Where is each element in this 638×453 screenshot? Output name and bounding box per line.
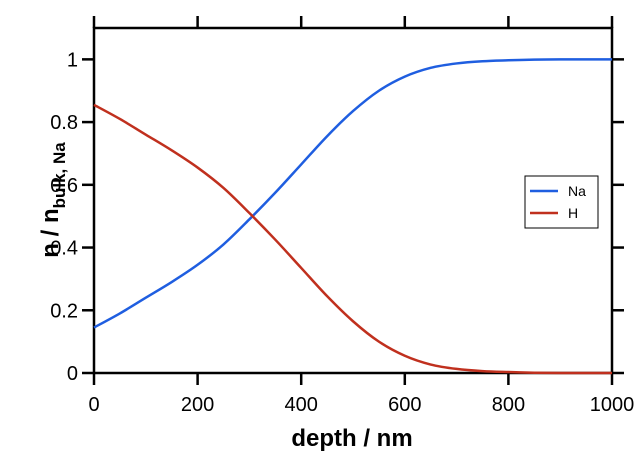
x-tick-label: 0 bbox=[88, 394, 99, 416]
y-tick-label: 1 bbox=[67, 49, 78, 71]
x-tick-label: 200 bbox=[181, 394, 214, 416]
legend-label-h: H bbox=[568, 205, 578, 221]
series-line-h bbox=[93, 103, 612, 375]
axis-ticks bbox=[82, 16, 624, 385]
y-tick-label: 0.6 bbox=[50, 175, 78, 197]
y-tick-label: 0.4 bbox=[50, 238, 78, 260]
tick-labels: 0 200 400 600 800 1000 0 0.2 0.4 0.6 0.8 1 bbox=[50, 49, 634, 416]
series-line-na bbox=[93, 58, 612, 329]
x-tick-label: 400 bbox=[285, 394, 318, 416]
x-tick-label: 600 bbox=[388, 394, 421, 416]
legend-label-na: Na bbox=[568, 183, 586, 199]
x-tick-label: 1000 bbox=[590, 394, 635, 416]
y-tick-label: 0.2 bbox=[50, 300, 78, 322]
y-tick-label: 0.8 bbox=[50, 112, 78, 134]
plot-border bbox=[92, 26, 614, 375]
y-axis-title-subscript: bulk, Na bbox=[50, 142, 69, 209]
y-axis-title: n / nbulk, Na bbox=[37, 142, 69, 258]
legend-box bbox=[524, 175, 599, 229]
legend: Na H bbox=[524, 175, 599, 229]
y-axis-title-main: n / n bbox=[37, 208, 64, 257]
x-axis-title: depth / nm bbox=[291, 425, 412, 452]
y-tick-label: 0 bbox=[67, 363, 78, 385]
x-tick-label: 800 bbox=[492, 394, 525, 416]
series-lines bbox=[93, 58, 612, 375]
plot-frame bbox=[92, 26, 614, 375]
